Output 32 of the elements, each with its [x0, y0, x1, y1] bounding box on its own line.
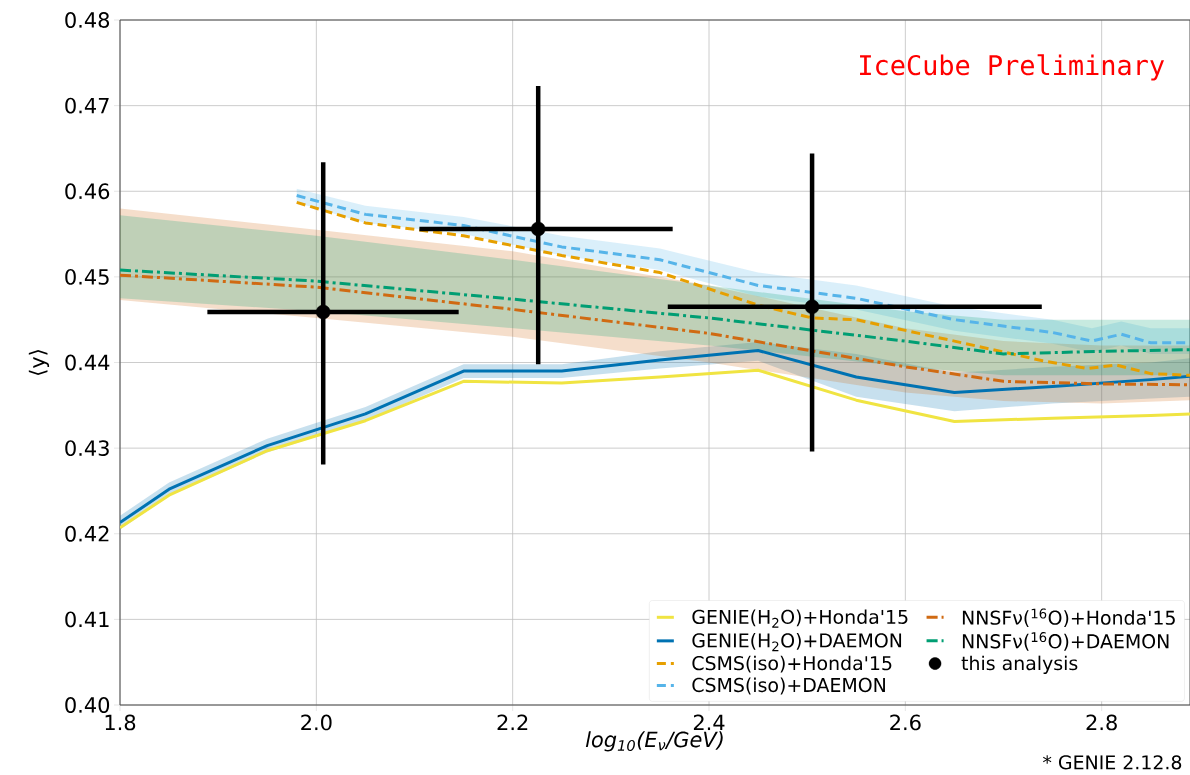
point	[316, 304, 331, 320]
line-series	[295, 200, 1190, 377]
legend-label: this analysis	[961, 655, 1078, 674]
y-tick-label: 0.40	[65, 697, 110, 713]
legend-label: GENIE(H$_{2}$O)+Honda'15	[692, 609, 908, 628]
y-tick-label: 0.41	[65, 611, 109, 628]
y-tick-label: 0.46	[65, 183, 110, 200]
y-tick-label: 0.45	[65, 268, 109, 285]
y-tick-label: 0.47	[65, 97, 109, 114]
legend-label: NNSFν($^{16}$O)+DAEMON	[962, 632, 1169, 651]
legend-label: GENIE(H$_{2}$O)+DAEMON	[692, 632, 902, 652]
y-axis-title: ⟨y⟩	[28, 350, 50, 375]
annotation: IceCube Preliminary	[860, 54, 1165, 81]
x-tick-label: 1.8	[105, 714, 136, 731]
line-series	[120, 268, 1190, 356]
x-tick-label: 2.0	[301, 714, 332, 731]
x-axis-title: log$_{10}$(E$_{ν}$/GeV)	[585, 731, 723, 752]
x-tick-label: 2.6	[890, 714, 921, 731]
text: * GENIE 2.12.8	[1043, 755, 1182, 770]
y-tick-label: 0.44	[65, 354, 110, 371]
y-tick-label: 0.48	[65, 12, 110, 28]
legend-label: CSMS(iso)+DAEMON	[692, 677, 885, 695]
x-tick-label: 2.2	[497, 714, 528, 731]
point	[804, 299, 820, 315]
legend-label: NNSFν($^{16}$O)+Honda'15	[962, 608, 1175, 628]
x-tick-label: 2.4	[693, 714, 725, 731]
y-tick-label: 0.42	[65, 525, 109, 542]
line-series	[120, 273, 1190, 387]
y-tick-label: 0.43	[65, 440, 109, 457]
legend-label: CSMS(iso)+Honda'15	[692, 655, 892, 673]
x-tick-label: 2.8	[1086, 714, 1117, 731]
point	[530, 221, 546, 237]
